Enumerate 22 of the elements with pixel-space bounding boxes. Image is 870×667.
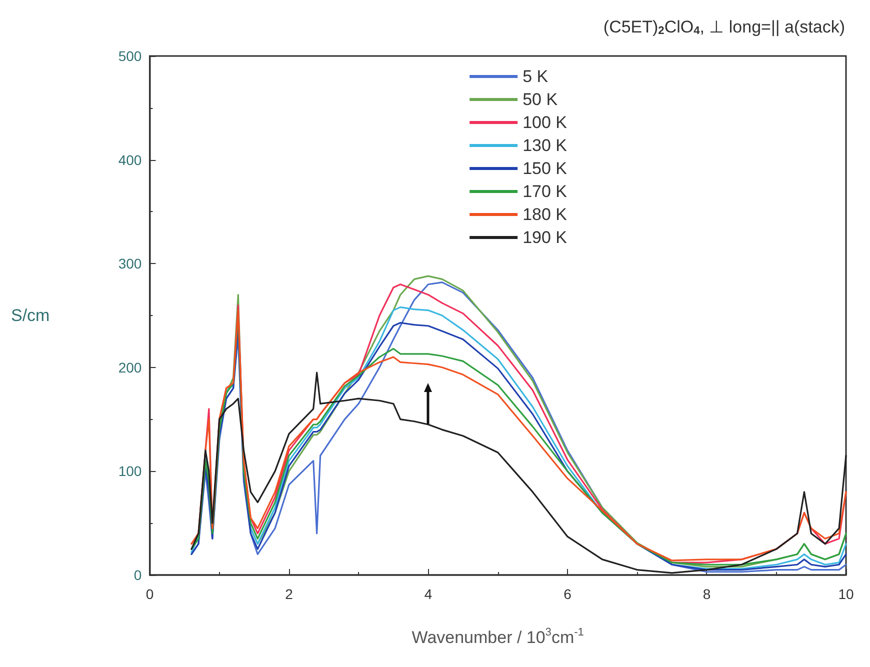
x-tick-label: 10: [838, 586, 854, 602]
y-axis-title: S/cm: [10, 306, 50, 325]
y-tick-label: 100: [118, 463, 142, 480]
y-tick-label: 500: [118, 48, 142, 64]
y-tick-label: 0: [134, 567, 142, 583]
x-tick-label: 0: [146, 586, 154, 602]
legend-label: 170 K: [522, 182, 568, 201]
y-tick-label: 300: [118, 256, 142, 272]
y-tick-label: 200: [118, 359, 142, 376]
legend-label: 150 K: [522, 159, 568, 178]
legend-label: 100 K: [522, 113, 568, 132]
legend-label: 5 K: [522, 67, 549, 86]
x-tick-label: 2: [285, 586, 294, 602]
line-series: [190, 372, 847, 574]
x-tick-label: 8: [702, 586, 711, 602]
x-tick-label: 6: [564, 586, 572, 602]
y-tick-label: 400: [118, 152, 142, 168]
legend-label: 130 K: [522, 136, 568, 155]
legend-label: 180 K: [522, 205, 568, 224]
legend-label: 50 K: [522, 90, 558, 109]
legend-label: 190 K: [522, 228, 568, 247]
x-tick-label: 4: [424, 586, 432, 602]
